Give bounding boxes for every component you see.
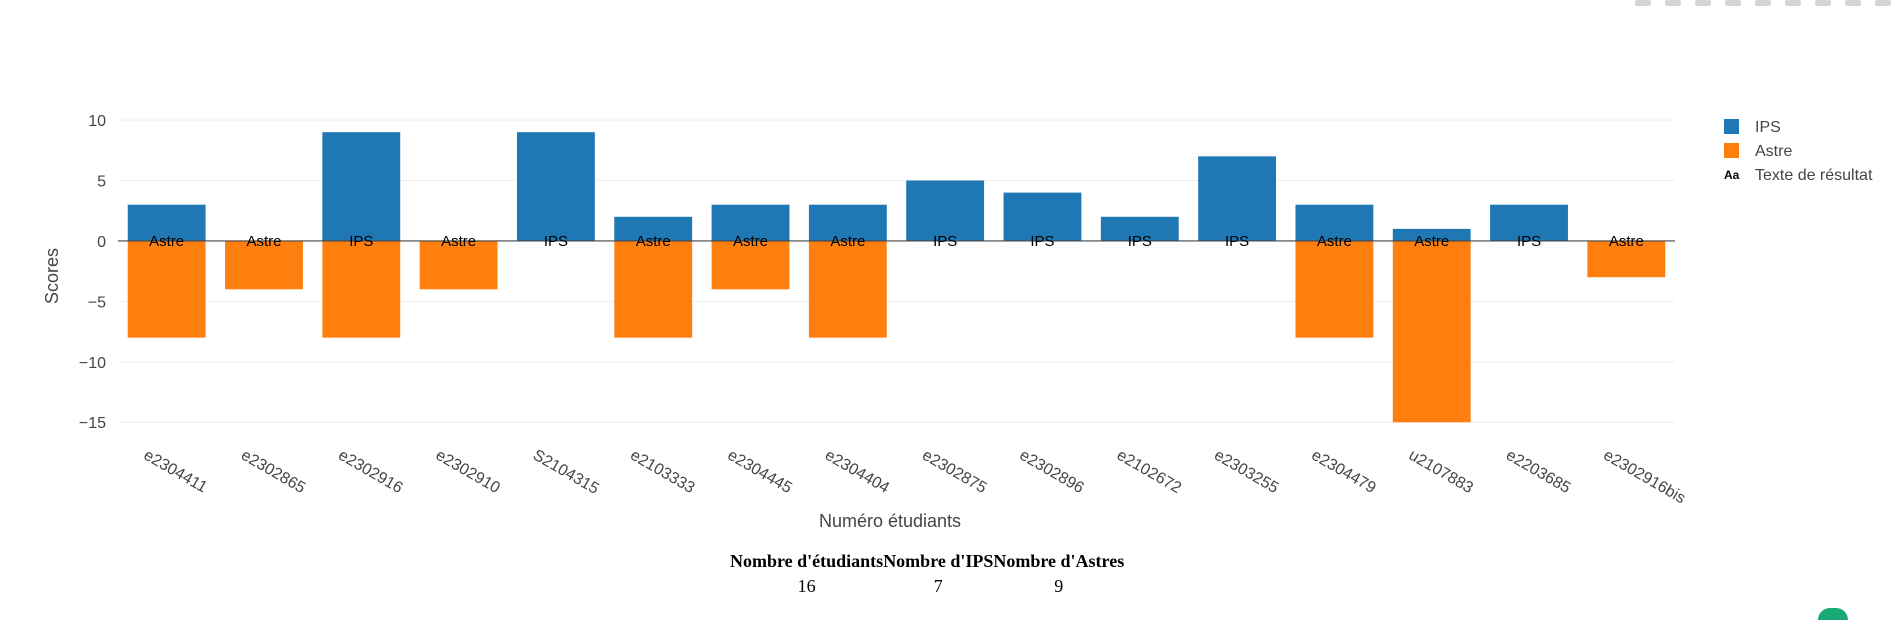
legend-label-ips[interactable]: IPS: [1755, 119, 1781, 136]
text-trace-icon[interactable]: Aa: [1724, 168, 1740, 182]
y-tick-labels: 10 5 0 −5 −10 −15: [79, 113, 106, 432]
reset-axes-icon[interactable]: [1875, 0, 1891, 6]
x-tick-label: S2104315: [530, 447, 602, 498]
y-tick-label: −10: [79, 355, 106, 372]
bar-astre-e2304445[interactable]: [711, 240, 790, 290]
bar-ips-S2104315[interactable]: [516, 132, 595, 241]
bar-ips-e2304445[interactable]: [711, 204, 790, 241]
result-text-label: Astre: [441, 233, 476, 250]
pan-icon[interactable]: [1695, 0, 1711, 6]
x-tick-label: e2304479: [1308, 447, 1378, 497]
help-badge[interactable]: [1818, 608, 1848, 620]
bar-astre-e2302910[interactable]: [419, 240, 498, 290]
bar-ips-e2304404[interactable]: [808, 204, 887, 241]
x-tick-label: e2302916: [335, 447, 405, 497]
result-text-label: IPS: [544, 233, 568, 250]
legend-swatch-astre[interactable]: [1724, 143, 1739, 158]
bar-ips-e2303255[interactable]: [1198, 156, 1277, 241]
bar-ips-e2302875[interactable]: [906, 180, 985, 241]
chart-modebar[interactable]: [1635, 0, 1891, 6]
result-text-label: Astre: [636, 233, 671, 250]
x-tick-label: e2203685: [1503, 447, 1573, 497]
x-tick-label: u2107883: [1406, 447, 1476, 497]
lasso-icon[interactable]: [1755, 0, 1771, 6]
box-select-icon[interactable]: [1725, 0, 1741, 6]
astres-count-value: 9: [1054, 576, 1064, 596]
x-tick-label: e2302896: [1016, 447, 1086, 497]
result-text-label: Astre: [830, 233, 865, 250]
bar-astre-e2302865[interactable]: [225, 240, 303, 290]
x-tick-label: e2302916bis: [1600, 447, 1688, 508]
bar-astre-e2304479[interactable]: [1295, 240, 1374, 338]
y-tick-label: 0: [97, 234, 106, 251]
result-text-label: Astre: [1609, 233, 1644, 250]
result-text-label: Astre: [733, 233, 768, 250]
astres-count-header: Nombre d'Astres: [993, 551, 1125, 571]
x-tick-labels: e2304411 e2302865 e2302916 e2302910 S2104315…: [141, 447, 1689, 508]
legend-swatch-ips[interactable]: [1724, 119, 1739, 134]
bar-astre-e2304411[interactable]: [127, 240, 206, 338]
bar-ips-e2102672[interactable]: [1100, 216, 1179, 241]
y-axis-title: Scores: [42, 248, 62, 304]
x-axis-title: Numéro étudiants: [819, 511, 961, 531]
bar-astre-e2304404[interactable]: [808, 240, 887, 338]
result-text-label: IPS: [1517, 233, 1541, 250]
y-tick-label: −15: [79, 415, 106, 432]
zoom-out-icon[interactable]: [1815, 0, 1831, 6]
x-tick-label: e2102672: [1114, 447, 1184, 497]
bar-astre-e2103333[interactable]: [614, 240, 693, 338]
result-text-label: Astre: [1414, 233, 1449, 250]
summary-table: Nombre d'étudiants Nombre d'IPS Nombre d…: [730, 551, 1124, 597]
x-tick-label: e2304404: [822, 447, 892, 497]
result-text-label: Astre: [246, 233, 281, 250]
bar-ips-e2103333[interactable]: [614, 216, 693, 241]
x-tick-label: e2304445: [725, 447, 795, 497]
bar-chart: Astre Astre IPS Astre IPS Astre Astre Astre IPS I…: [42, 113, 1873, 531]
x-tick-label: e2103333: [627, 447, 697, 497]
camera-icon[interactable]: [1635, 0, 1651, 6]
x-tick-label: e2303255: [1211, 447, 1281, 497]
bars[interactable]: [127, 132, 1666, 423]
bar-ips-e2203685[interactable]: [1490, 204, 1568, 241]
legend-label-astre[interactable]: Astre: [1755, 143, 1792, 160]
students-count-value: 16: [797, 576, 816, 596]
zoom-in-icon[interactable]: [1785, 0, 1801, 6]
result-text-label: IPS: [1030, 233, 1054, 250]
bar-astre-e2302916bis[interactable]: [1587, 240, 1666, 278]
x-tick-label: e2302875: [919, 447, 989, 497]
summary-value-row: 16 7 9: [730, 572, 1124, 597]
bar-ips-e2302896[interactable]: [1003, 192, 1082, 241]
result-text-label: IPS: [933, 233, 957, 250]
ips-count-value: 7: [933, 576, 943, 596]
result-text-label: Astre: [149, 233, 184, 250]
result-text-label: IPS: [349, 233, 373, 250]
y-tick-label: −5: [88, 294, 106, 311]
bar-ips-e2304411[interactable]: [127, 204, 206, 241]
result-text-label: IPS: [1128, 233, 1152, 250]
autoscale-icon[interactable]: [1845, 0, 1861, 6]
x-tick-label: e2304411: [141, 447, 210, 497]
x-tick-label: e2302865: [238, 447, 308, 497]
x-tick-label: e2302910: [433, 447, 503, 497]
students-count-header: Nombre d'étudiants: [730, 551, 884, 571]
bar-ips-e2302916[interactable]: [322, 132, 401, 241]
bar-ips-u2107883[interactable]: [1392, 228, 1471, 241]
bar-astre-e2302916[interactable]: [322, 240, 401, 338]
result-text-label: Astre: [1317, 233, 1352, 250]
summary-header-row: Nombre d'étudiants Nombre d'IPS Nombre d…: [730, 551, 1124, 572]
result-text-label: IPS: [1225, 233, 1249, 250]
ips-count-header: Nombre d'IPS: [883, 551, 994, 571]
bar-ips-e2304479[interactable]: [1295, 204, 1374, 241]
bar-astre-u2107883[interactable]: [1392, 240, 1471, 423]
zoom-icon[interactable]: [1665, 0, 1681, 6]
bar-text-labels: Astre Astre IPS Astre IPS Astre Astre Astre IPS I…: [149, 233, 1644, 250]
legend-label-result-text[interactable]: Texte de résultat: [1755, 167, 1873, 184]
legend[interactable]: IPS Astre Aa Texte de résultat: [1724, 119, 1873, 184]
y-tick-label: 10: [88, 113, 106, 130]
y-tick-label: 5: [97, 174, 106, 191]
